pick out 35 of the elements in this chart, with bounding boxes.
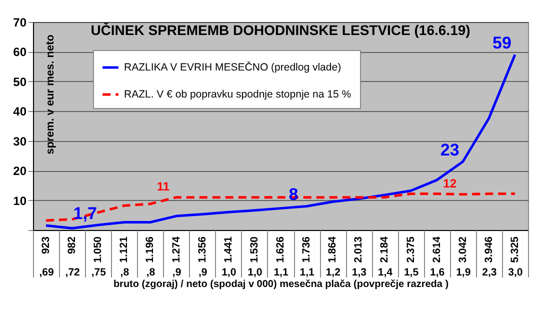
data-label: 12	[443, 176, 457, 190]
category-label: 1.050 ,75	[91, 236, 106, 278]
legend-label: RAZL. V € ob popravku spodnje stopnje na 15 %	[124, 88, 352, 100]
category-label: 1.736 1,1	[300, 236, 314, 278]
category-label: 3.042 1,9	[456, 236, 471, 278]
legend-label: RAZLIKA V EVRIH MESEČNO (predlog vlade)	[124, 60, 342, 74]
category-label: 1.356 ,9	[196, 236, 208, 278]
y-tick-label: 40	[13, 104, 27, 119]
category-label: 1.121 ,8	[118, 236, 130, 278]
category-label: 1.196 ,8	[144, 236, 156, 278]
category-label: 5.325 3,0	[508, 236, 523, 278]
data-label: 59	[492, 34, 512, 53]
y-tick-label: 30	[13, 134, 27, 148]
data-label: 11	[156, 179, 170, 194]
y-tick-label: 20	[13, 164, 27, 178]
category-label: 982 ,72	[65, 236, 80, 278]
category-label: 2.013 1,3	[352, 236, 366, 278]
y-tick-label: 50	[13, 74, 27, 89]
category-label: 1.274 ,9	[170, 236, 182, 278]
x-axis-title: bruto (zgoraj) / neto (spodaj v 000) mesečna plača (povprečje razreda )	[113, 279, 449, 290]
category-label: 2.184 1,4	[378, 236, 393, 278]
category-label: 923 ,69	[39, 236, 54, 278]
chart-title: UČINEK SPREMEMB DOHODNINSKE LESTVICE (16.6.19)	[90, 22, 470, 38]
y-tick-label: 60	[13, 45, 27, 60]
category-label: 2.375 1,5	[404, 236, 419, 278]
category-label: 1.864 1,2	[326, 236, 340, 278]
category-label: 1.530 1,0	[248, 236, 262, 278]
y-tick-label: 10	[13, 194, 27, 208]
category-label: 1.626 1,1	[274, 236, 288, 278]
category-label: 3.946 2,3	[482, 236, 497, 278]
category-label: 2.614 1,6	[430, 236, 445, 278]
data-label: 23	[440, 140, 460, 160]
y-axis-title: sprem. v eur mes. neto	[44, 34, 56, 154]
category-label: 1.441 1,0	[222, 236, 236, 278]
y-tick-label: 70	[13, 16, 27, 30]
